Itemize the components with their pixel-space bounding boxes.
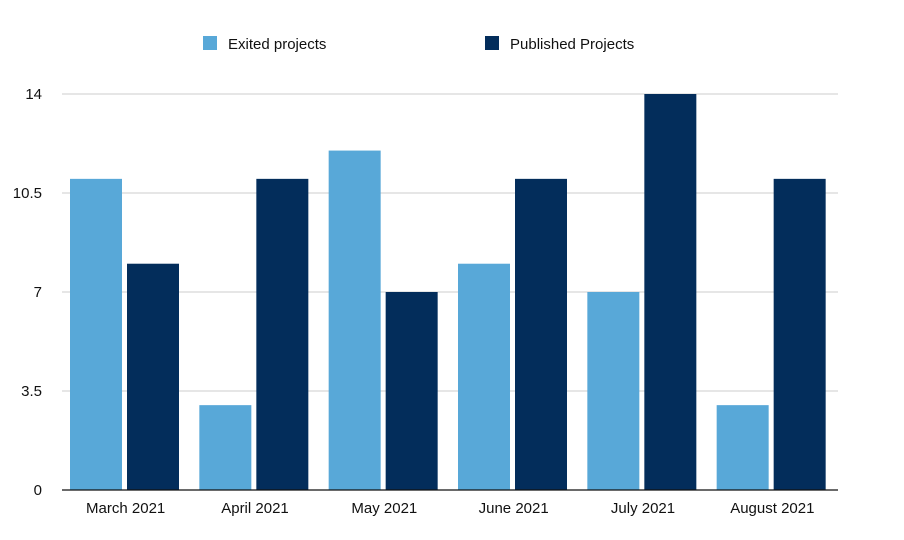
x-category-label: April 2021 [221, 500, 289, 517]
bar-published-6 [773, 178, 826, 490]
x-category-label: June 2021 [479, 500, 549, 517]
legend-label-published-projects: Published Projects [510, 36, 634, 53]
legend-swatch-published-projects [485, 36, 499, 50]
x-category-label: July 2021 [611, 500, 675, 517]
bar-exited-2 [199, 405, 252, 490]
legend: Exited projects Published Projects [203, 36, 634, 53]
legend-label-exited-projects: Exited projects [228, 36, 326, 53]
bars [70, 94, 826, 491]
bar-exited-1 [70, 178, 122, 490]
legend-swatch-exited-projects [203, 36, 217, 50]
y-axis-ticks: 0 3.5 7 10.5 14 [13, 86, 42, 499]
gridlines [62, 93, 838, 392]
bar-exited-4 [458, 263, 510, 490]
bar-published-5 [644, 94, 697, 490]
bar-published-2 [256, 178, 309, 490]
bar-exited-3 [328, 150, 381, 491]
y-tick-label: 14 [25, 86, 42, 103]
x-category-label: August 2021 [730, 500, 814, 517]
y-tick-label: 10.5 [13, 185, 42, 202]
y-tick-label: 7 [34, 284, 42, 301]
bar-exited-6 [716, 405, 769, 490]
y-tick-label: 3.5 [21, 383, 42, 400]
bar-published-1 [127, 263, 179, 490]
bar-exited-5 [587, 292, 640, 490]
y-tick-label: 0 [34, 482, 42, 499]
x-axis-labels: March 2021 April 2021 May 2021 June 2021 Jul… [86, 500, 814, 517]
x-category-label: March 2021 [86, 500, 165, 517]
bar-published-3 [385, 292, 438, 490]
bar-published-4 [515, 178, 567, 490]
x-category-label: May 2021 [351, 500, 417, 517]
